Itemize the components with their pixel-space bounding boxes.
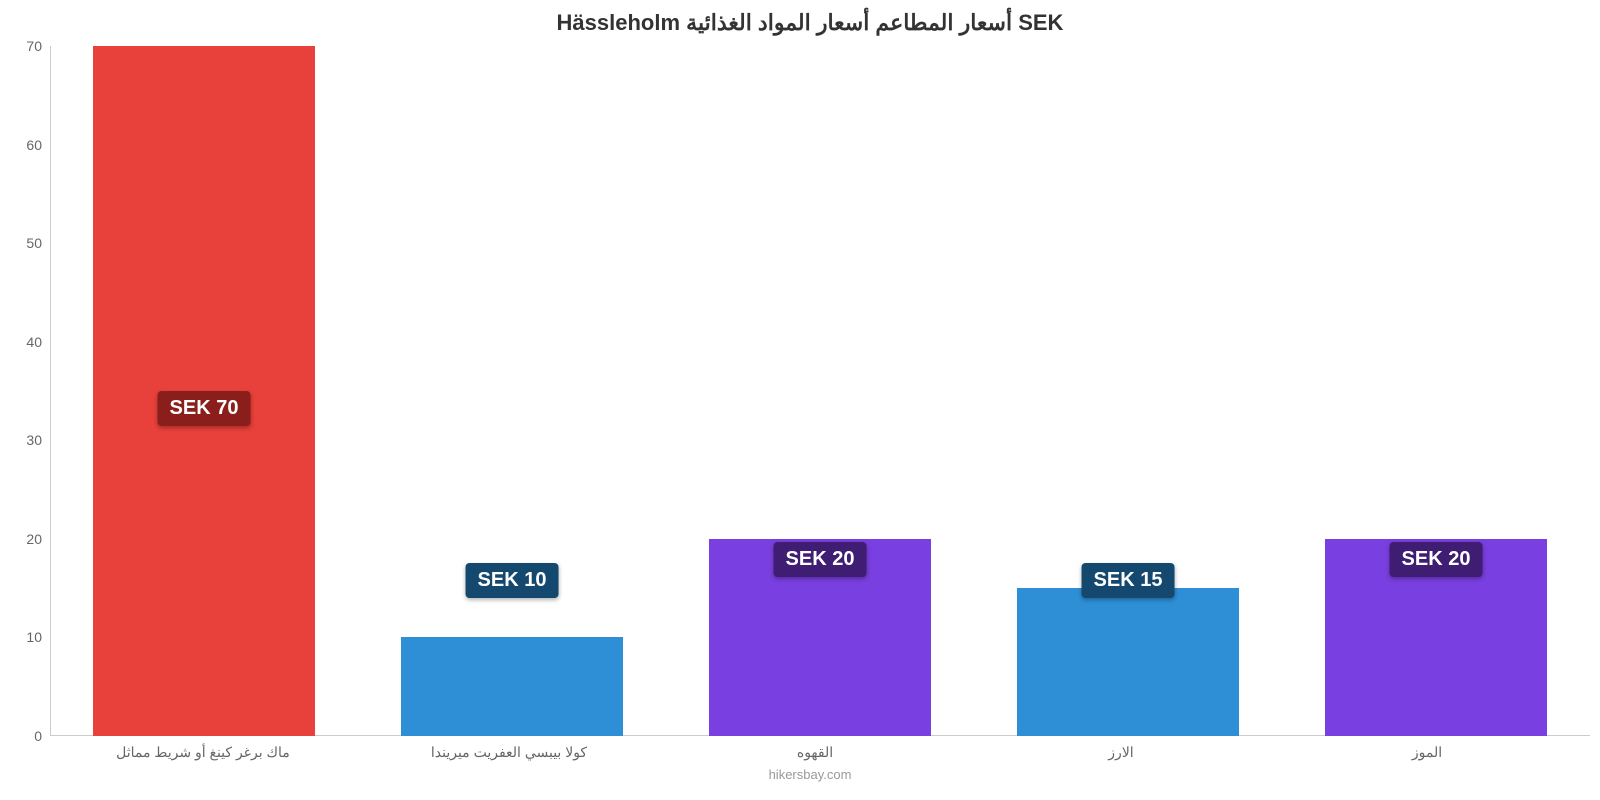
y-tick: 40 xyxy=(26,334,42,350)
bar-group: SEK 20 xyxy=(1282,46,1590,736)
bar: SEK 15 xyxy=(1017,588,1239,736)
bar-value-label: SEK 70 xyxy=(158,391,251,426)
x-axis-label: الارز xyxy=(968,744,1274,761)
y-tick: 0 xyxy=(34,728,42,744)
x-axis-label: ماك برغر كينغ أو شريط مماثل xyxy=(50,744,356,761)
price-chart: Hässleholm أسعار المطاعم أسعار المواد ال… xyxy=(40,10,1580,790)
bar-group: SEK 20 xyxy=(666,46,974,736)
source-label: hikersbay.com xyxy=(40,767,1580,782)
y-tick: 20 xyxy=(26,531,42,547)
bars-container: SEK 70 SEK 10 SEK 20 SEK 15 SEK 20 xyxy=(50,46,1590,736)
bar-value-label: SEK 10 xyxy=(466,563,559,598)
plot-area: 010203040506070 SEK 70SEK 10SEK 20SEK 15… xyxy=(50,46,1590,736)
bar-value-label: SEK 15 xyxy=(1082,563,1175,598)
y-tick: 70 xyxy=(26,38,42,54)
bar: SEK 10 xyxy=(401,637,623,736)
bar-value-label: SEK 20 xyxy=(774,542,867,577)
bar-group: SEK 10 xyxy=(358,46,666,736)
y-tick: 50 xyxy=(26,235,42,251)
y-tick: 10 xyxy=(26,629,42,645)
x-axis-label: الموز xyxy=(1274,744,1580,761)
chart-title: Hässleholm أسعار المطاعم أسعار المواد ال… xyxy=(40,10,1580,36)
bar-group: SEK 15 xyxy=(974,46,1282,736)
bar-value-label: SEK 20 xyxy=(1390,542,1483,577)
x-axis-label: كولا بيبسي العفريت ميريندا xyxy=(356,744,662,761)
bar: SEK 70 xyxy=(93,46,315,736)
bar: SEK 20 xyxy=(709,539,931,736)
x-axis-label: القهوه xyxy=(662,744,968,761)
x-axis-labels: ماك برغر كينغ أو شريط مماثلكولا بيبسي ال… xyxy=(50,744,1580,761)
bar: SEK 20 xyxy=(1325,539,1547,736)
y-axis: 010203040506070 xyxy=(20,46,50,736)
y-tick: 30 xyxy=(26,432,42,448)
bar-group: SEK 70 xyxy=(50,46,358,736)
y-tick: 60 xyxy=(26,137,42,153)
